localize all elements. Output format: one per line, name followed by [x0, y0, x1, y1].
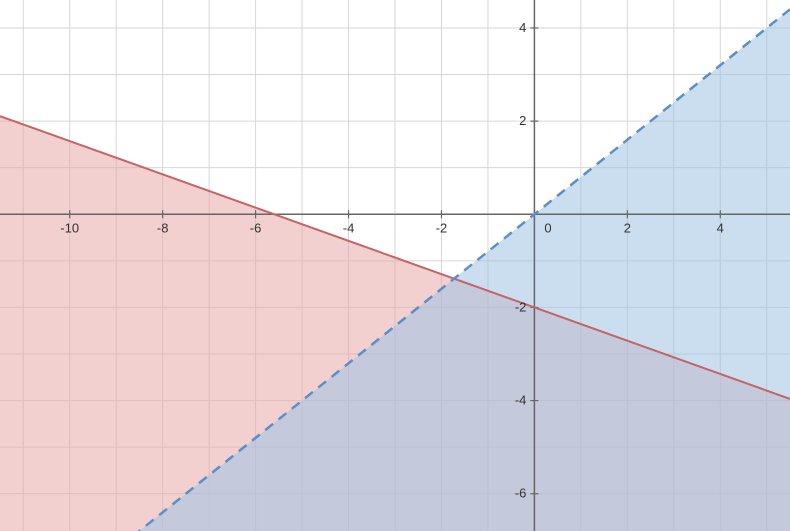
y-tick-label: -4 [515, 393, 527, 408]
x-tick-label: -6 [250, 220, 262, 235]
x-tick-label: 4 [717, 220, 724, 235]
x-tick-label: 2 [624, 220, 631, 235]
x-tick-label: -4 [343, 220, 355, 235]
y-tick-label: 4 [519, 20, 526, 35]
y-tick-label: 2 [519, 113, 526, 128]
inequality-chart: -10 -8 -6 -4 -2 0 2 4 -6 -4 -2 2 4 [0, 0, 790, 531]
y-tick-label: -6 [515, 486, 527, 501]
x-tick-label: -10 [60, 220, 79, 235]
x-tick-label: -8 [157, 220, 169, 235]
x-tick-label: 0 [544, 220, 551, 235]
y-tick-label: -2 [515, 299, 527, 314]
x-tick-label: -2 [436, 220, 448, 235]
